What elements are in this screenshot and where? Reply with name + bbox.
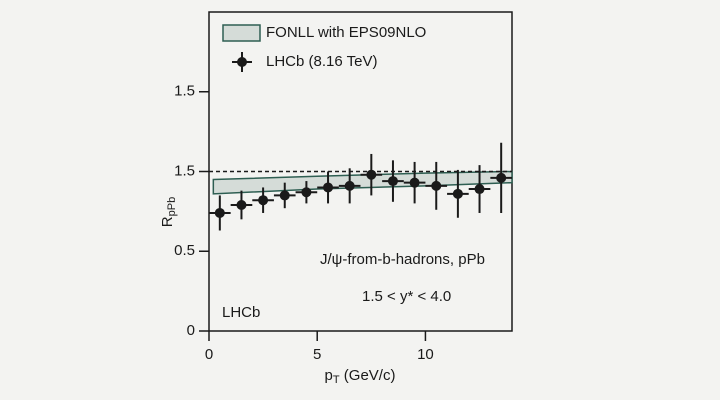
data-point bbox=[301, 187, 312, 198]
data-point bbox=[366, 169, 377, 180]
legend-marker bbox=[237, 57, 247, 67]
y-tick-label: 0.5 bbox=[174, 242, 195, 259]
annotation: J/ψ-from-b-hadrons, pPb bbox=[320, 251, 485, 268]
data-point bbox=[496, 172, 507, 183]
data-point bbox=[279, 190, 290, 201]
x-tick-label: 5 bbox=[313, 346, 321, 363]
x-tick-label: 10 bbox=[417, 346, 434, 363]
data-point bbox=[344, 180, 355, 191]
data-point bbox=[214, 207, 225, 218]
data-point bbox=[452, 188, 463, 199]
legend-label: LHCb (8.16 TeV) bbox=[266, 53, 377, 70]
annotation: LHCb bbox=[222, 304, 260, 321]
y-tick-label: 1.5 bbox=[174, 162, 195, 179]
x-tick-label: 0 bbox=[205, 346, 213, 363]
legend-label: FONLL with EPS09NLO bbox=[266, 24, 426, 41]
data-point bbox=[258, 195, 269, 206]
data-point bbox=[323, 182, 334, 193]
model-band bbox=[212, 170, 513, 195]
data-point bbox=[236, 199, 247, 210]
annotation: 1.5 < y* < 4.0 bbox=[362, 288, 451, 305]
data-point bbox=[387, 176, 398, 187]
legend-swatch bbox=[222, 24, 261, 42]
y-tick-label: 1.5 bbox=[174, 83, 195, 100]
data-point bbox=[431, 180, 442, 191]
y-tick-label: 0 bbox=[187, 322, 195, 339]
y-axis-label: RpPb bbox=[159, 197, 178, 227]
data-point bbox=[409, 177, 420, 188]
x-axis-label: pT (GeV/c) bbox=[325, 367, 396, 386]
data-point bbox=[474, 184, 485, 195]
